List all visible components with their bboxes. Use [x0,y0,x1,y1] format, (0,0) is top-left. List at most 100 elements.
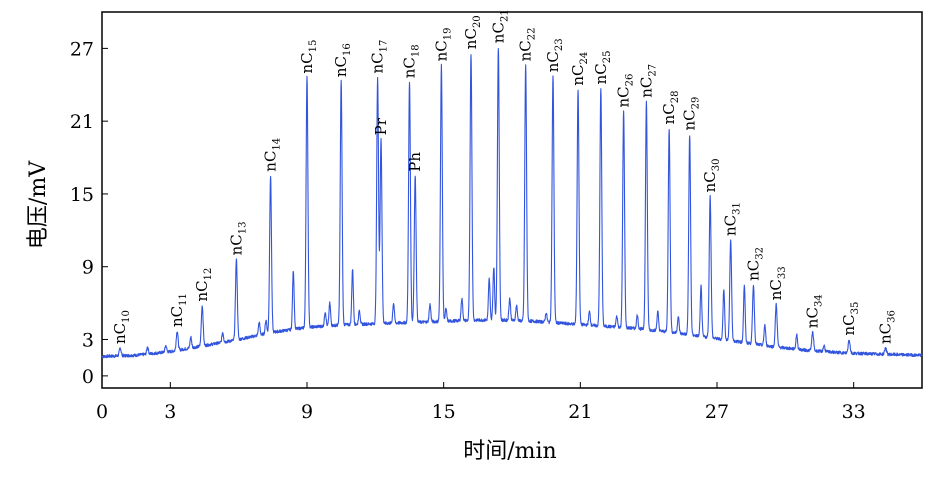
peak-label-subscript: 16 [342,43,353,56]
peak-label: nC19 [432,28,453,62]
peak-label-subscript: 34 [814,294,825,307]
peak-label-text: nC31 [722,202,743,236]
peak-label: nC10 [111,310,132,344]
y-tick-label: 3 [82,329,94,351]
peak-label-text: nC35 [840,302,861,336]
peak-label-main: nC [227,234,245,255]
peak-label: nC15 [298,40,319,74]
peak-label: Ph [406,152,424,172]
peak-label-main: nC [840,314,858,335]
peak-label: nC14 [262,138,283,172]
x-tick-label: 21 [568,401,592,423]
y-tick-label: 21 [70,111,94,133]
peak-label-text: nC21 [489,9,510,43]
peak-label-subscript: 35 [850,302,861,315]
peak-label: nC20 [462,15,483,49]
peak-label-text: nC20 [462,15,483,49]
peak-label-subscript: 11 [178,293,189,306]
peak-label-text: nC13 [227,222,248,256]
peak-label-subscript: 25 [602,51,613,64]
peak-label-text: Ph [406,152,424,172]
peak-label-text: nC36 [877,310,898,344]
peak-label-subscript: 19 [442,28,453,41]
peak-label: nC33 [767,266,788,300]
peak-label-subscript: 33 [777,266,788,279]
peak-label-text: nC32 [744,247,765,281]
peak-label-subscript: 17 [379,40,390,53]
peak-label-text: nC33 [767,266,788,300]
peak-label: nC30 [701,159,722,193]
x-axis-title: 时间/min [463,439,556,464]
peak-label: nC28 [660,91,681,125]
peak-label-main: nC [168,306,186,327]
peak-label-main: nC [262,151,280,172]
peak-label-subscript: 30 [711,159,722,172]
peak-label: nC25 [592,51,613,85]
peak-label-text: nC29 [681,97,702,131]
peak-label: nC36 [877,310,898,344]
peak-label-main: nC [489,22,507,43]
peak-label-text: nC23 [544,38,565,72]
x-tick-label: 3 [164,401,176,423]
peak-label-text: nC15 [298,40,319,74]
peak-label-text: nC30 [701,159,722,193]
peak-label-main: nC [401,57,419,78]
peak-label-subscript: 28 [670,91,681,104]
peak-label-main: nC [462,28,480,49]
peak-label-main: nC [592,63,610,84]
peak-label-subscript: 12 [203,268,214,281]
peak-label-main: nC [369,52,387,73]
peak-label: nC26 [615,74,636,108]
peak-label-main: nC [569,64,587,85]
peak-label: nC27 [637,64,658,98]
peak-label-text: nC12 [193,268,214,302]
peak-label-subscript: 32 [754,247,765,260]
peak-label-main: nC [332,56,350,77]
peak-label-subscript: 26 [625,74,636,87]
peak-label-main: Ph [406,152,424,172]
peak-label-subscript: 36 [887,310,898,323]
peak-labels: nC10 nC11 nC12nC13nC14nC15nC16nC17PrnC18Ph… [111,9,897,344]
peak-label-main: nC [615,86,633,107]
axis-ticks: 0 3 9 15 21 27 33 0 3 9 15 21 27 [70,38,866,423]
y-tick-label: 9 [82,257,94,279]
peak-label: nC21 [489,9,510,43]
peak-label-main: nC [111,323,129,344]
peak-label-text: nC19 [432,28,453,62]
peak-label-main: nC [722,215,740,236]
peak-label-text: Pr [372,117,390,135]
peak-label-main: nC [432,40,450,61]
peak-label: nC11 [168,293,189,327]
peak-label-main: nC [804,307,822,328]
peak-label-main: Pr [372,117,390,135]
peak-label-subscript: 18 [411,44,422,57]
peak-label-main: nC [193,280,211,301]
peak-label-main: nC [681,109,699,130]
peak-label-text: nC17 [369,40,390,74]
peak-label: nC31 [722,202,743,236]
peak-label: nC16 [332,43,353,77]
y-tick-label: 15 [70,184,94,206]
peak-label-main: nC [637,77,655,98]
peak-label: nC17 [369,40,390,74]
y-tick-label: 0 [82,366,94,388]
peak-label: Pr [372,117,390,135]
peak-label-text: nC18 [401,44,422,78]
x-tick-label: 33 [842,401,866,423]
x-tick-label: 27 [705,401,729,423]
x-tick-label: 0 [96,401,108,423]
x-tick-label: 15 [432,401,456,423]
peak-label-text: nC22 [517,28,538,62]
peak-label-text: nC25 [592,51,613,85]
peak-label: nC18 [401,44,422,78]
peak-label-main: nC [660,103,678,124]
peak-label-subscript: 20 [472,15,483,28]
peak-label-subscript: 14 [272,138,283,151]
peak-label-subscript: 22 [527,28,538,41]
peak-label-text: nC28 [660,91,681,125]
peak-label-text: nC11 [168,293,189,327]
peak-label-text: nC16 [332,43,353,77]
peak-label-main: nC [744,260,762,281]
x-tick-label: 9 [301,401,313,423]
